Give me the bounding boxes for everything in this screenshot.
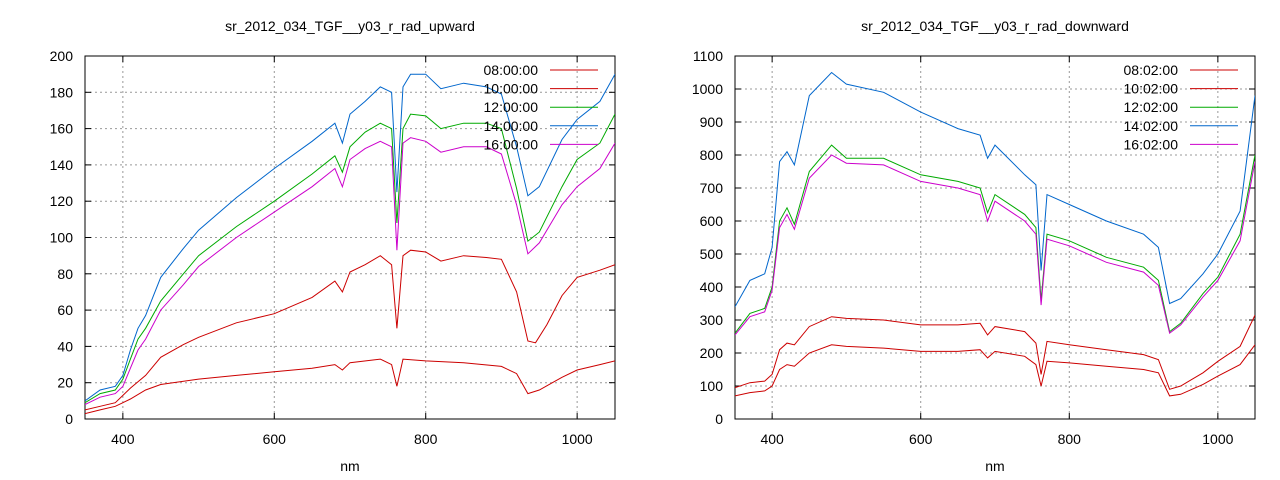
chart-title: sr_2012_034_TGF__y03_r_rad_upward — [225, 18, 475, 34]
chart-2: 400 600 800 1000 0 100 200 300 400 500 600 700 800 90… — [692, 18, 1256, 474]
x-tick-label: 600 — [263, 431, 287, 447]
y-tick-label: 140 — [50, 157, 74, 173]
y-tick-label: 0 — [715, 411, 723, 427]
chart-1: 400 600 800 1000 0 20 40 60 80 100 120 140 160 180 200… — [50, 18, 616, 474]
y-tick-label: 80 — [57, 266, 73, 282]
x-tick-label: 400 — [111, 431, 135, 447]
chart-title: sr_2012_034_TGF__y03_r_rad_downward — [861, 18, 1129, 34]
legend-label: 16:02:00 — [1124, 136, 1179, 152]
y-tick-label: 600 — [700, 213, 724, 229]
y-tick-label: 40 — [57, 338, 73, 354]
legend-label: 12:00:00 — [484, 99, 539, 115]
legend-label: 14:00:00 — [484, 118, 539, 134]
y-tick-label: 800 — [700, 147, 724, 163]
legend-label: 16:00:00 — [484, 136, 539, 152]
x-tick-label: 400 — [760, 431, 784, 447]
x-tick-label: 800 — [414, 431, 438, 447]
series-line-08-02-00 — [735, 344, 1255, 397]
series-line-10-00-00 — [85, 249, 615, 411]
y-tick-label: 20 — [57, 375, 73, 391]
series-line-12-00-00 — [85, 113, 615, 404]
x-axis-label: nm — [985, 458, 1004, 474]
y-tick-label: 100 — [50, 230, 74, 246]
legend-label: 12:02:00 — [1124, 99, 1179, 115]
y-tick-label: 120 — [50, 193, 74, 209]
series-line-10-02-00 — [735, 314, 1255, 390]
x-tick-label: 1000 — [562, 431, 593, 447]
y-tick-label: 180 — [50, 84, 74, 100]
x-axis-label: nm — [340, 458, 359, 474]
series-line-14-02-00 — [735, 71, 1255, 308]
y-tick-label: 200 — [700, 345, 724, 361]
y-tick-label: 160 — [50, 121, 74, 137]
y-tick-label: 200 — [50, 48, 74, 64]
y-tick-label: 1100 — [693, 48, 723, 64]
x-tick-label: 600 — [909, 431, 933, 447]
y-tick-label: 900 — [700, 114, 724, 130]
series-line-12-02-00 — [735, 144, 1255, 334]
y-tick-label: 400 — [700, 279, 724, 295]
x-tick-label: 1000 — [1202, 431, 1233, 447]
x-tick-label: 800 — [1058, 431, 1082, 447]
y-tick-label: 1000 — [692, 81, 723, 97]
legend-label: 10:00:00 — [484, 81, 539, 97]
y-tick-label: 60 — [57, 302, 73, 318]
legend-label: 08:00:00 — [484, 62, 539, 78]
legend-label: 10:02:00 — [1124, 81, 1179, 97]
legend-label: 14:02:00 — [1124, 118, 1179, 134]
series-line-08-00-00 — [85, 358, 615, 415]
series-line-16-00-00 — [85, 137, 615, 405]
y-tick-label: 700 — [700, 180, 724, 196]
plot-frame — [734, 55, 1256, 420]
series-line-14-00-00 — [85, 73, 615, 402]
y-tick-label: 300 — [700, 312, 724, 328]
y-tick-label: 100 — [700, 378, 724, 394]
series-line-16-02-00 — [735, 154, 1255, 336]
legend-label: 08:02:00 — [1124, 62, 1179, 78]
y-tick-label: 500 — [700, 246, 724, 262]
y-tick-label: 0 — [65, 411, 73, 427]
